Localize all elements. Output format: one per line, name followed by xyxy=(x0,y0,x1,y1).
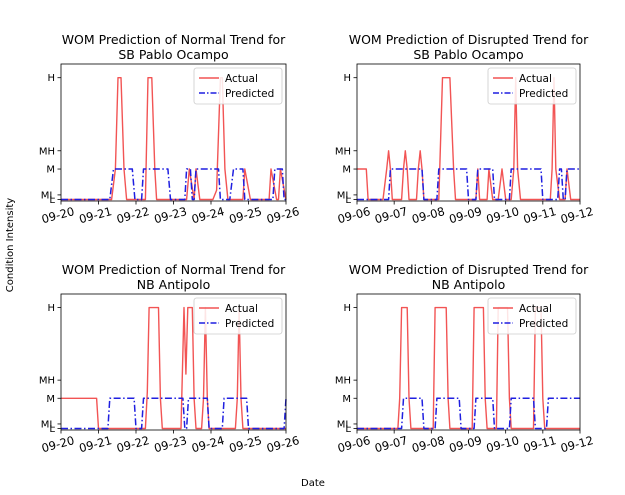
chart-title-line: WOM Prediction of Normal Trend for xyxy=(62,262,286,277)
chart-title-line: SB Pablo Ocampo xyxy=(413,47,523,62)
y-tick-label: MH xyxy=(39,376,55,387)
panel-sb-pablo-ocampo-disrupted: WOM Prediction of Disrupted Trend forSB … xyxy=(335,32,595,226)
legend-entry-label: Actual xyxy=(519,73,552,85)
predicted-series-line xyxy=(61,397,287,430)
legend: Actual Predicted xyxy=(193,67,283,105)
x-tick-label: 09-08 xyxy=(410,433,446,455)
legend-entry-label: Actual xyxy=(225,303,258,315)
legend: Actual Predicted xyxy=(487,67,577,105)
x-tick-label: 09-10 xyxy=(485,204,521,226)
y-tick-label: ML xyxy=(337,190,352,201)
x-tick-label: 09-22 xyxy=(115,204,151,226)
x-tick-label: 09-11 xyxy=(522,204,558,226)
x-axis-label: Date xyxy=(301,478,325,489)
x-tick-label: 09-23 xyxy=(153,204,189,226)
chart-title-line: WOM Prediction of Normal Trend for xyxy=(62,32,286,47)
x-tick-label: 09-22 xyxy=(115,433,151,455)
predicted-series-line xyxy=(357,397,580,430)
y-tick-label: H xyxy=(47,73,55,84)
chart-title-line: WOM Prediction of Disrupted Trend for xyxy=(349,262,589,277)
x-tick-label: 09-24 xyxy=(190,204,226,226)
y-tick-label: H xyxy=(47,303,55,314)
x-tick-label: 09-24 xyxy=(190,433,226,455)
y-tick-label: L xyxy=(49,424,55,435)
chart-title-line: NB Antipolo xyxy=(137,277,210,292)
legend-entry-label: Predicted xyxy=(225,88,274,100)
x-tick-label: 09-20 xyxy=(40,204,76,226)
legend-box xyxy=(487,297,577,335)
y-tick-label: ML xyxy=(41,419,56,430)
legend-entry-label: Actual xyxy=(225,73,258,85)
legend-box xyxy=(193,297,283,335)
x-tick-label: 09-26 xyxy=(265,433,301,455)
predicted-series-line xyxy=(357,168,580,201)
chart-title-line: SB Pablo Ocampo xyxy=(118,47,228,62)
y-tick-label: L xyxy=(345,195,351,206)
legend: Actual Predicted xyxy=(193,297,283,335)
y-tick-label: L xyxy=(345,424,351,435)
chart-title-line: WOM Prediction of Disrupted Trend for xyxy=(349,32,589,47)
y-tick-label: L xyxy=(49,195,55,206)
y-tick-label: ML xyxy=(41,190,56,201)
y-tick-label: M xyxy=(342,165,351,176)
x-tick-label: 09-21 xyxy=(78,204,114,226)
x-tick-label: 09-26 xyxy=(265,204,301,226)
legend-entry-label: Predicted xyxy=(225,318,274,330)
legend-box xyxy=(487,67,577,105)
x-tick-label: 09-07 xyxy=(373,204,409,226)
x-tick-label: 09-09 xyxy=(448,204,484,226)
x-tick-label: 09-06 xyxy=(336,204,372,226)
y-tick-label: M xyxy=(342,394,351,405)
predicted-series-line xyxy=(61,168,286,201)
actual-series-line xyxy=(357,306,580,430)
legend-entry-label: Predicted xyxy=(519,318,568,330)
x-tick-label: 09-11 xyxy=(522,433,558,455)
x-tick-label: 09-09 xyxy=(448,433,484,455)
x-tick-label: 09-25 xyxy=(228,204,264,226)
chart-title-line: NB Antipolo xyxy=(432,277,505,292)
x-tick-label: 09-07 xyxy=(373,433,409,455)
x-tick-label: 09-08 xyxy=(410,204,446,226)
x-tick-label: 09-23 xyxy=(153,433,189,455)
legend-box xyxy=(193,67,283,105)
y-tick-label: MH xyxy=(335,376,351,387)
panel-nb-antipolo-disrupted: WOM Prediction of Disrupted Trend forNB … xyxy=(335,262,595,455)
y-tick-label: ML xyxy=(337,419,352,430)
x-tick-label: 09-10 xyxy=(485,433,521,455)
y-tick-label: H xyxy=(343,303,351,314)
x-tick-label: 09-25 xyxy=(228,433,264,455)
y-tick-label: MH xyxy=(335,146,351,157)
actual-series-line xyxy=(61,306,286,430)
legend-entry-label: Predicted xyxy=(519,88,568,100)
y-axis-label: Condition Intensity xyxy=(5,198,16,293)
legend-entry-label: Actual xyxy=(519,303,552,315)
y-tick-label: M xyxy=(46,165,55,176)
x-tick-label: 09-21 xyxy=(78,433,114,455)
y-tick-label: M xyxy=(46,394,55,405)
x-tick-label: 09-12 xyxy=(559,204,595,226)
legend: Actual Predicted xyxy=(487,297,577,335)
x-tick-label: 09-20 xyxy=(40,433,76,455)
y-tick-label: MH xyxy=(39,146,55,157)
x-tick-label: 09-06 xyxy=(336,433,372,455)
y-tick-label: H xyxy=(343,73,351,84)
actual-series-line xyxy=(357,76,580,201)
x-tick-label: 09-12 xyxy=(559,433,595,455)
